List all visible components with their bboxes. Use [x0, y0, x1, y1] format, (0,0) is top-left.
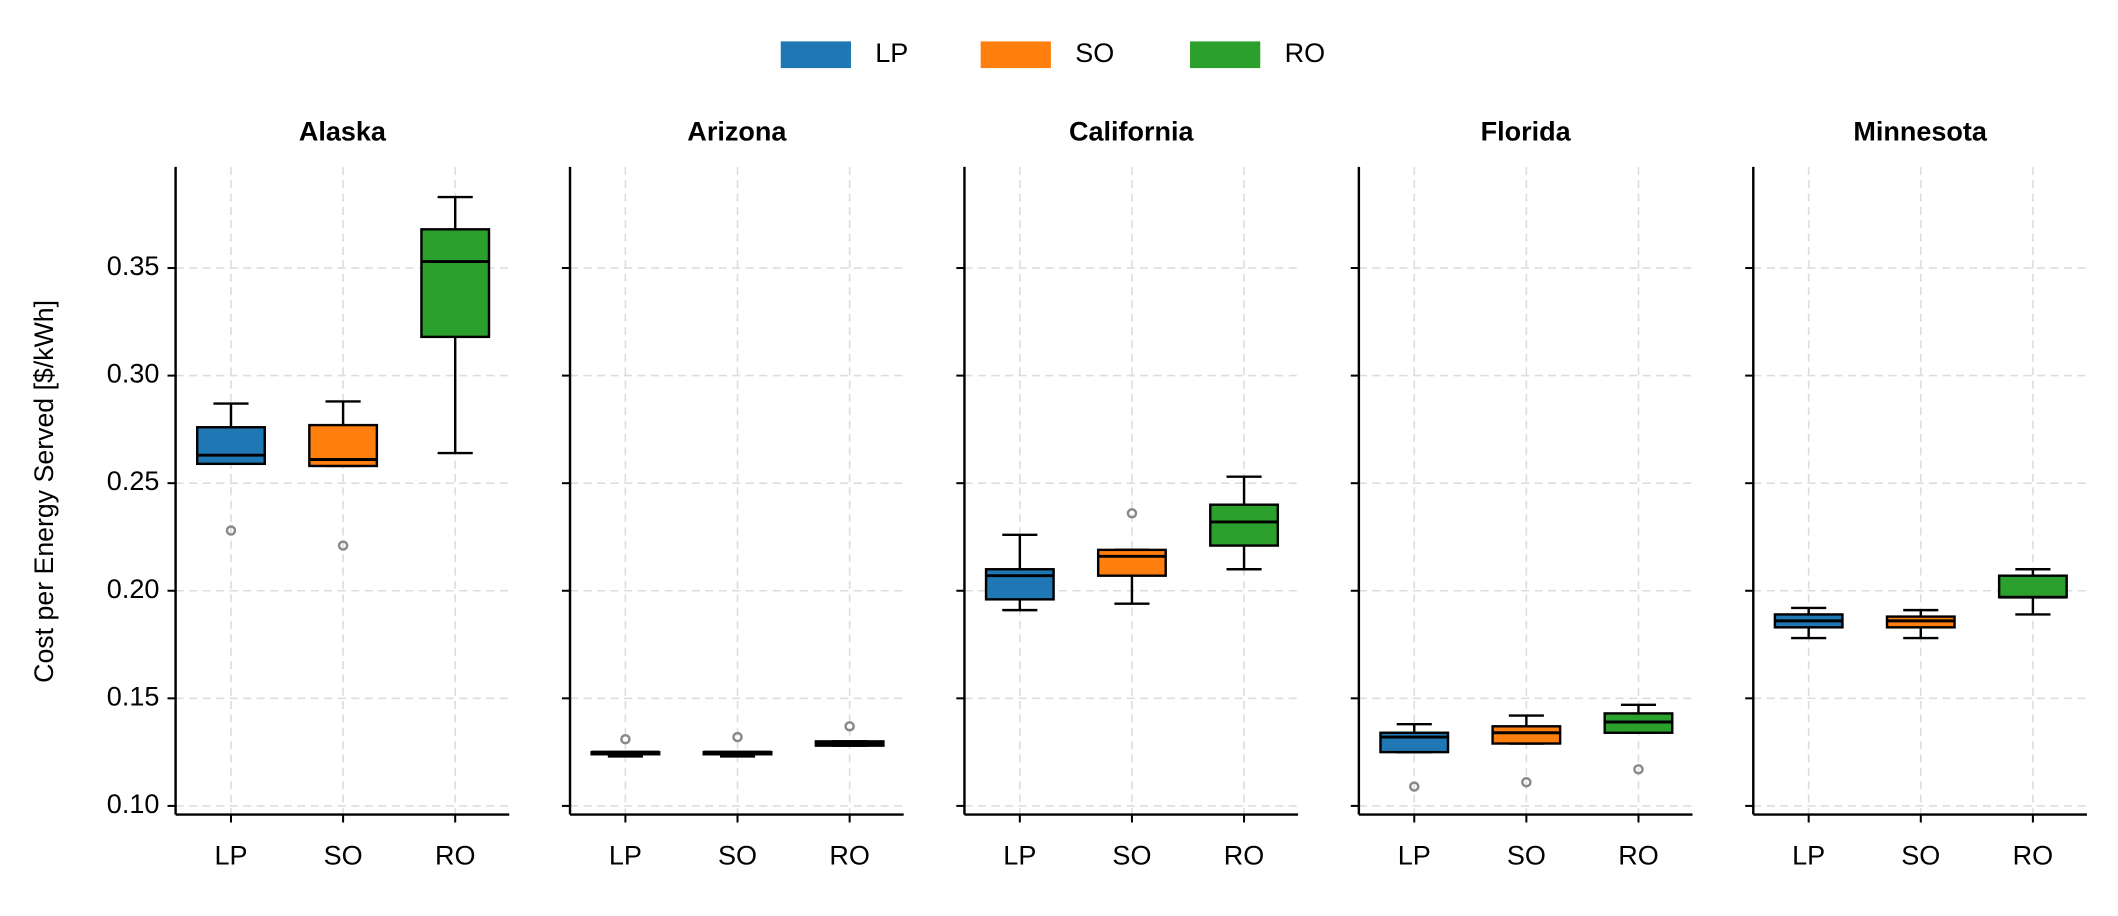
legend-swatch: [780, 41, 851, 69]
flier: [1633, 764, 1644, 775]
box: [1997, 574, 2068, 599]
x-tick-label: RO: [2013, 840, 2054, 870]
x-tick-label: LP: [609, 840, 642, 870]
x-tick-label: RO: [829, 840, 870, 870]
x-tick-label: LP: [214, 840, 247, 870]
x-tick-label: RO: [1224, 840, 1265, 870]
legend-swatch: [980, 41, 1051, 69]
legend-label: LP: [875, 38, 908, 68]
flier: [844, 721, 855, 732]
y-tick-label: 0.30: [107, 359, 160, 389]
flier: [620, 734, 631, 745]
x-tick-label: SO: [1507, 840, 1546, 870]
y-tick-label: 0.35: [107, 251, 160, 281]
x-tick-label: SO: [1901, 840, 1940, 870]
legend-label: SO: [1075, 38, 1114, 68]
flier: [1408, 781, 1420, 792]
legend-swatch: [1190, 41, 1261, 69]
y-tick-label: 0.25: [107, 466, 160, 496]
x-tick-label: SO: [324, 840, 363, 870]
y-tick-label: 0.10: [107, 789, 160, 819]
panel-title: Florida: [1481, 117, 1572, 147]
box: [195, 426, 266, 466]
panel-title: Arizona: [687, 117, 787, 147]
box: [984, 568, 1055, 601]
y-axis-label: Cost per Energy Served [$/kWh]: [29, 300, 59, 683]
x-tick-label: SO: [718, 840, 757, 870]
panel-title: Minnesota: [1853, 117, 1988, 147]
x-tick-label: LP: [1398, 840, 1431, 870]
flier: [225, 525, 237, 536]
panel-title: Alaska: [299, 117, 387, 147]
box: [420, 228, 491, 339]
flier: [1521, 777, 1532, 788]
x-tick-label: SO: [1112, 840, 1151, 870]
x-tick-label: LP: [1003, 840, 1036, 870]
flier: [1126, 508, 1138, 519]
box: [1096, 548, 1167, 577]
panel-title: California: [1069, 117, 1195, 147]
x-tick-label: LP: [1792, 840, 1825, 870]
y-tick-label: 0.15: [107, 682, 160, 712]
box: [1491, 725, 1562, 745]
legend-label: RO: [1285, 38, 1326, 68]
flier: [732, 731, 743, 743]
x-tick-label: RO: [1618, 840, 1659, 870]
y-tick-label: 0.20: [107, 574, 160, 604]
box: [1209, 503, 1280, 547]
flier: [337, 540, 349, 551]
x-tick-label: RO: [435, 840, 476, 870]
